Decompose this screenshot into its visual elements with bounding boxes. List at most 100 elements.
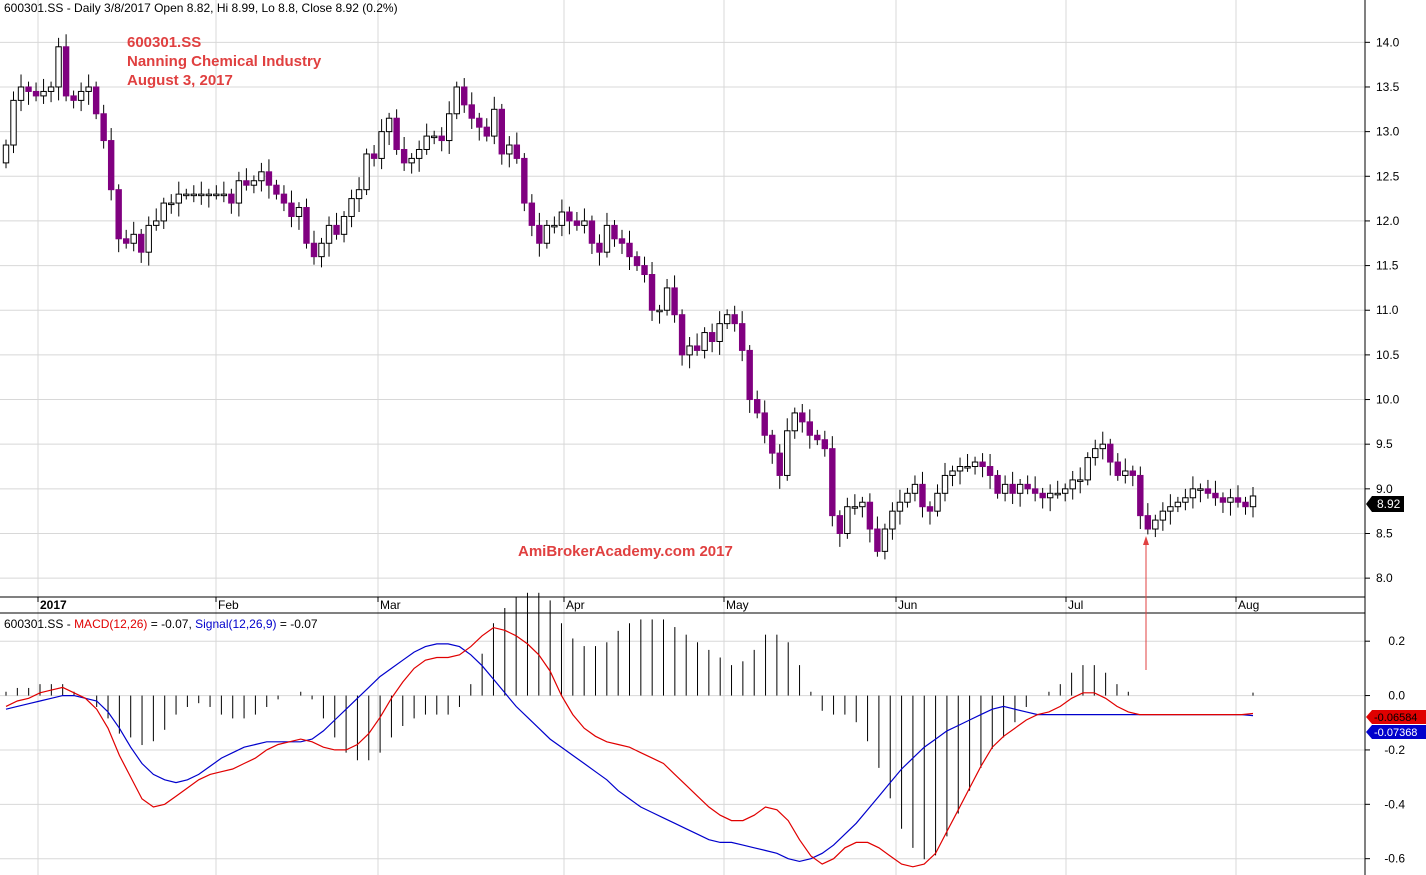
candle-up: [896, 501, 904, 512]
candle-up: [964, 466, 971, 469]
candle-down: [528, 202, 536, 226]
month-tick-label: Mar: [380, 598, 401, 612]
candle-up: [168, 202, 175, 206]
candle-up: [663, 287, 671, 311]
macd-axis: 0.2 0.0 -0.2 -0.4 -0.6: [1365, 634, 1405, 866]
candle-up: [77, 90, 85, 101]
price-tick-label: 8.0: [1376, 571, 1393, 585]
candle-down: [333, 224, 340, 235]
price-tick-label: 8.5: [1376, 526, 1393, 540]
candle-up: [1099, 443, 1106, 450]
candle-up: [1069, 479, 1076, 490]
candle-up: [55, 46, 62, 88]
price-info-header: 600301.SS - Daily 3/8/2017 Open 8.82, Hi…: [4, 1, 398, 15]
candle-down: [1144, 515, 1152, 530]
candle-up: [355, 189, 363, 200]
price-tick-label: 14.0: [1376, 35, 1400, 49]
price-grid: [0, 0, 1365, 875]
price-tick-label: 10.5: [1376, 348, 1400, 362]
macd-tick-label: 0.0: [1388, 689, 1405, 703]
price-tick-label: 13.5: [1376, 80, 1400, 94]
candle-down: [776, 452, 783, 476]
candle-up: [701, 332, 708, 351]
candle-down: [806, 421, 813, 436]
candle-up: [1122, 470, 1129, 476]
month-tick-label: Jun: [898, 598, 917, 612]
candle-up: [1152, 519, 1159, 530]
candle-up: [889, 510, 896, 530]
candle-down: [829, 448, 836, 517]
candle-down: [693, 345, 701, 351]
candle-down: [1107, 443, 1114, 463]
signal-line: [5, 643, 1254, 863]
annotation-date: August 3, 2017: [127, 72, 233, 89]
candle-up: [415, 148, 423, 159]
candle-down: [92, 86, 100, 115]
candle-up: [1061, 488, 1069, 494]
candle-up: [295, 207, 303, 217]
candle-down: [986, 466, 994, 476]
candle-down: [370, 153, 378, 159]
candle-up: [385, 117, 393, 133]
candle-up: [446, 113, 453, 142]
candle-down: [648, 274, 656, 311]
candle-down: [1234, 497, 1242, 503]
macd-grid: [0, 640, 1365, 860]
signal-value-label: -0.07368: [1374, 727, 1417, 739]
candle-up: [408, 157, 415, 164]
month-tick-label: Aug: [1238, 598, 1259, 612]
candle-up: [1174, 501, 1182, 508]
signal-value-tag: [1366, 725, 1426, 739]
candle-down: [393, 117, 400, 150]
candle-down: [1212, 492, 1219, 499]
candle-up: [205, 193, 213, 197]
candle-up: [85, 86, 92, 92]
candle-down: [243, 180, 250, 186]
candle-up: [2, 144, 10, 164]
watermark: AmiBrokerAcademy.com 2017: [518, 543, 733, 560]
price-tick-label: 12.5: [1376, 169, 1400, 183]
candle-down: [483, 126, 490, 137]
macd-header-signal-label: Signal(12,26,9): [195, 617, 276, 631]
candle-up: [859, 501, 866, 508]
annotation-company: Nanning Chemical Industry: [127, 53, 322, 70]
candle-down: [761, 412, 768, 436]
month-tick-label: Apr: [566, 598, 585, 612]
candle-up: [10, 99, 17, 146]
candle-up: [183, 193, 190, 197]
candle-down: [769, 434, 776, 454]
candle-up: [491, 108, 498, 137]
candle-up: [325, 224, 333, 244]
candle-up: [1227, 497, 1234, 503]
candle-down: [1114, 461, 1121, 476]
candles: [2, 34, 1257, 560]
candle-down: [228, 193, 235, 204]
candle-up: [153, 220, 160, 226]
macd-header: 600301.SS - MACD(12,26) = -0.07, Signal(…: [4, 617, 318, 631]
candle-down: [1031, 488, 1039, 494]
candle-down: [438, 135, 445, 142]
candle-up: [250, 180, 258, 186]
candle-down: [1009, 483, 1016, 494]
price-tick-label: 10.0: [1376, 393, 1400, 407]
candle-up: [160, 202, 167, 222]
candle-up: [784, 430, 791, 476]
candle-down: [498, 108, 505, 155]
candle-up: [911, 483, 919, 494]
candle-up: [220, 193, 228, 197]
candle-up: [40, 90, 47, 97]
candle-down: [566, 211, 573, 222]
macd-value-label: -0.06584: [1374, 712, 1417, 724]
macd-tick-label: -0.6: [1384, 852, 1405, 866]
candle-down: [1204, 488, 1212, 494]
candle-up: [686, 345, 693, 356]
candle-down: [994, 474, 1001, 494]
candle-down: [62, 46, 70, 97]
macd-header-signal-value: = -0.07: [277, 617, 318, 631]
candle-up: [941, 474, 949, 494]
price-tick-label: 13.0: [1376, 125, 1400, 139]
candle-up: [791, 412, 798, 432]
candle-up: [506, 144, 513, 155]
candle-down: [115, 189, 122, 240]
macd-lines: [5, 626, 1254, 868]
